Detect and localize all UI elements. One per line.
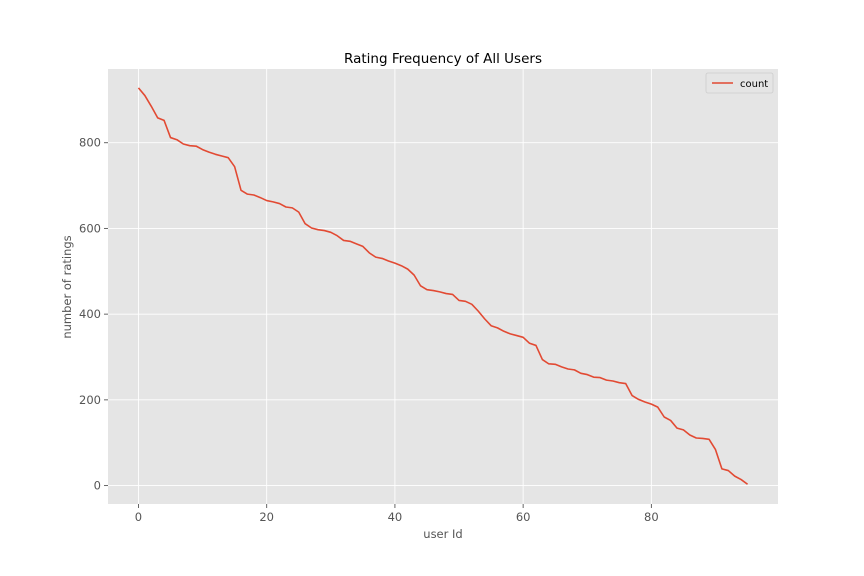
y-tick-label: 400 bbox=[79, 307, 101, 321]
legend: count bbox=[705, 72, 774, 94]
legend-box bbox=[705, 72, 774, 94]
chart-title: Rating Frequency of All Users bbox=[344, 51, 542, 67]
plot-area bbox=[108, 69, 778, 504]
y-tick-label: 200 bbox=[79, 393, 101, 407]
y-tick-label: 0 bbox=[94, 479, 101, 493]
x-tick-label: 20 bbox=[259, 510, 274, 524]
y-axis-label: number of ratings bbox=[60, 235, 74, 338]
x-tick-label: 40 bbox=[388, 510, 403, 524]
y-tick-label: 800 bbox=[79, 136, 101, 150]
x-tick-label: 60 bbox=[516, 510, 531, 524]
x-tick-label: 0 bbox=[135, 510, 142, 524]
y-tick-label: 600 bbox=[79, 221, 101, 235]
legend-label-count: count bbox=[740, 79, 768, 90]
grid bbox=[108, 69, 778, 504]
x-axis-label: user Id bbox=[423, 527, 462, 541]
x-tick-label: 80 bbox=[644, 510, 659, 524]
series-line-count bbox=[137, 87, 749, 485]
